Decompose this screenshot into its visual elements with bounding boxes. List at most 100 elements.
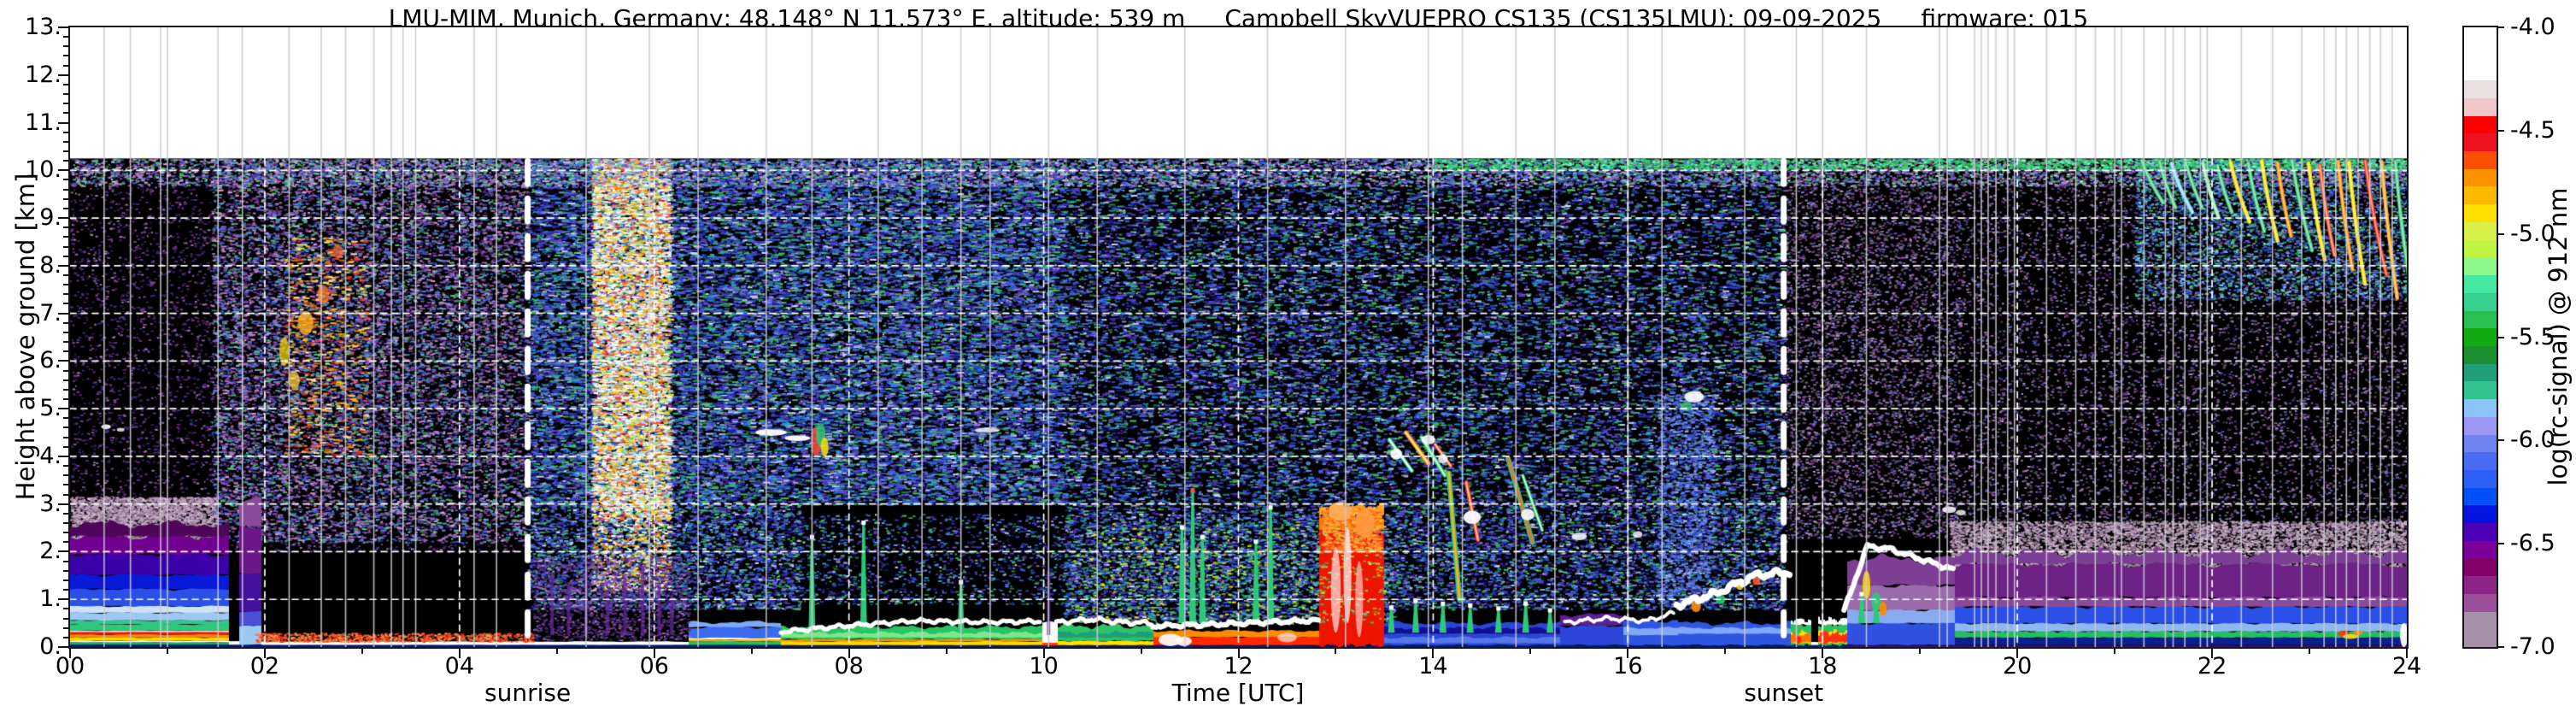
y-minor-tick — [63, 560, 70, 562]
y-minor-tick — [63, 227, 70, 229]
colorbar-segment — [2464, 416, 2497, 435]
colorbar-segment — [2464, 275, 2497, 293]
y-minor-tick — [63, 64, 70, 67]
colorbar-segment — [2464, 523, 2497, 541]
colorbar-tick-label: -5.0 — [2510, 220, 2555, 247]
y-tick-label: 0. — [39, 633, 62, 660]
y-minor-tick — [63, 541, 70, 544]
y-minor-tick — [63, 331, 70, 333]
colorbar-segment — [2464, 611, 2497, 630]
y-tick-label: 13. — [25, 14, 62, 40]
colorbar-segment — [2464, 97, 2497, 116]
y-tick — [58, 264, 70, 267]
colorbar-segment — [2464, 363, 2497, 382]
x-minor-tick — [166, 647, 168, 654]
y-minor-tick — [63, 45, 70, 48]
y-minor-tick — [63, 474, 70, 477]
colorbar-segment — [2464, 540, 2497, 559]
colorbar-segment — [2464, 594, 2497, 612]
y-tick — [58, 121, 70, 124]
y-tick-label: 5. — [39, 395, 62, 422]
colorbar-segment — [2464, 62, 2497, 81]
y-minor-tick — [63, 140, 70, 143]
x-tick-label: 10 — [1029, 653, 1059, 680]
colorbar-segment — [2464, 186, 2497, 205]
y-tick — [58, 550, 70, 553]
colorbar-segment — [2464, 469, 2497, 488]
colorbar-tick-label: -6.5 — [2510, 530, 2555, 557]
y-minor-tick — [63, 284, 70, 286]
y-minor-tick — [63, 589, 70, 591]
x-tick — [69, 647, 71, 658]
y-minor-tick — [63, 493, 70, 496]
x-minor-tick — [1140, 647, 1142, 654]
colorbar-tick — [2498, 26, 2504, 28]
x-tick — [458, 647, 461, 658]
x-tick — [1237, 647, 1240, 658]
y-minor-tick — [63, 131, 70, 133]
x-tick — [263, 647, 266, 658]
y-minor-tick — [63, 188, 70, 191]
x-tick-label: 18 — [1808, 653, 1838, 680]
x-tick — [848, 647, 850, 658]
y-tick-label: 8. — [39, 251, 62, 279]
x-tick — [2211, 647, 2214, 658]
y-tick — [58, 74, 70, 76]
x-minor-tick — [2309, 647, 2311, 654]
colorbar-segment — [2464, 399, 2497, 417]
x-tick-label: 06 — [639, 653, 669, 680]
x-minor-tick — [1724, 647, 1727, 654]
y-minor-tick — [63, 569, 70, 572]
y-tick-label: 2. — [39, 538, 62, 565]
y-tick-label: 4. — [39, 442, 62, 469]
colorbar-segment — [2464, 629, 2497, 648]
y-minor-tick — [63, 274, 70, 276]
y-tick-label: 12. — [25, 61, 62, 88]
sunset-annotation: sunset — [1744, 679, 1824, 706]
colorbar-segment — [2464, 558, 2497, 577]
y-minor-tick — [63, 484, 70, 486]
y-tick-label: 7. — [39, 299, 62, 327]
y-tick-label: 3. — [39, 490, 62, 517]
y-minor-tick — [63, 303, 70, 305]
heatmap-canvas — [70, 27, 2407, 647]
x-minor-tick — [1335, 647, 1337, 654]
y-tick — [58, 360, 70, 362]
y-minor-tick — [63, 417, 70, 420]
y-minor-tick — [63, 636, 70, 638]
y-minor-tick — [63, 293, 70, 296]
y-minor-tick — [63, 236, 70, 238]
x-tick-label: 02 — [249, 653, 280, 680]
y-minor-tick — [63, 160, 70, 162]
y-minor-tick — [63, 398, 70, 400]
x-minor-tick — [750, 647, 753, 654]
y-tick — [58, 312, 70, 315]
x-tick-label: 16 — [1613, 653, 1643, 680]
x-tick — [2406, 647, 2408, 658]
y-tick-label: 9. — [39, 204, 62, 232]
y-minor-tick — [63, 369, 70, 372]
y-minor-tick — [63, 627, 70, 629]
colorbar-tick — [2498, 439, 2504, 442]
colorbar-tick-label: -6.0 — [2510, 427, 2555, 454]
y-tick — [58, 598, 70, 601]
y-minor-tick — [63, 465, 70, 468]
colorbar-segment — [2464, 221, 2497, 240]
y-minor-tick — [63, 83, 70, 85]
y-tick — [58, 26, 70, 28]
y-minor-tick — [63, 321, 70, 324]
colorbar-tick-label: -4.0 — [2510, 14, 2555, 40]
colorbar-tick — [2498, 543, 2504, 545]
colorbar-segment — [2464, 381, 2497, 400]
y-minor-tick — [63, 255, 70, 257]
colorbar-tick — [2498, 129, 2504, 132]
colorbar-segment — [2464, 292, 2497, 311]
colorbar-segment — [2464, 115, 2497, 134]
y-minor-tick — [63, 245, 70, 248]
y-minor-tick — [63, 55, 70, 57]
x-tick-label: 08 — [834, 653, 864, 680]
x-tick-label: 12 — [1223, 653, 1253, 680]
x-minor-tick — [1919, 647, 1922, 654]
colorbar-segment — [2464, 257, 2497, 276]
